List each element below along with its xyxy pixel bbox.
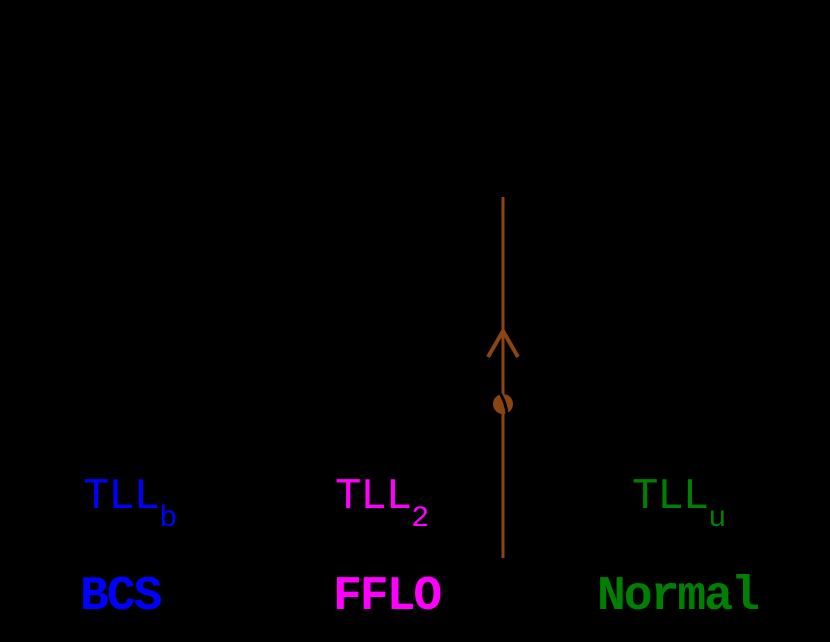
state-point-marker: [493, 394, 513, 414]
tll-2-label: TLL2: [335, 475, 429, 534]
phase-label-normal: Normal: [597, 570, 760, 624]
phase-label-bcs: BCS: [80, 570, 162, 624]
tll-u-label: TLLu: [632, 475, 726, 534]
phase-label-fflo: FFLO: [333, 570, 442, 624]
tll-u-subscript: u: [708, 502, 727, 536]
marker-slash-icon: [498, 392, 509, 415]
tll-b-text: TLL: [83, 472, 160, 522]
tll-2-text: TLL: [335, 472, 412, 522]
tll-u-text: TLL: [632, 472, 709, 522]
tll-2-subscript: 2: [411, 502, 430, 536]
tll-b-subscript: b: [159, 502, 178, 536]
arrow-up-icon: [486, 326, 520, 358]
tll-b-label: TLLb: [83, 475, 177, 534]
